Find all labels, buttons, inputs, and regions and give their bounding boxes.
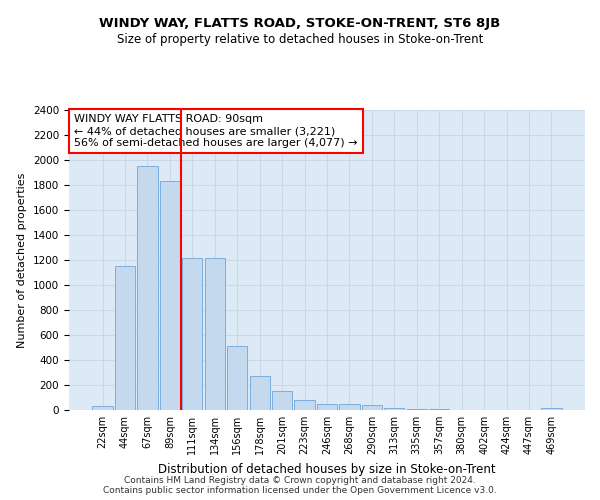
Text: WINDY WAY, FLATTS ROAD, STOKE-ON-TRENT, ST6 8JB: WINDY WAY, FLATTS ROAD, STOKE-ON-TRENT, … [100,18,500,30]
Text: WINDY WAY FLATTS ROAD: 90sqm
← 44% of detached houses are smaller (3,221)
56% of: WINDY WAY FLATTS ROAD: 90sqm ← 44% of de… [74,114,358,148]
Bar [340,404,359,410]
Bar [205,258,225,410]
Bar [407,409,427,410]
Bar [227,346,247,410]
Text: Contains HM Land Registry data © Crown copyright and database right 2024.
Contai: Contains HM Land Registry data © Crown c… [103,476,497,495]
Y-axis label: Number of detached properties: Number of detached properties [17,172,28,348]
Bar [384,408,404,410]
Text: Size of property relative to detached houses in Stoke-on-Trent: Size of property relative to detached ho… [117,32,483,46]
Bar [160,181,180,410]
Bar [362,405,382,410]
Bar [541,408,562,410]
X-axis label: Distribution of detached houses by size in Stoke-on-Trent: Distribution of detached houses by size … [158,462,496,475]
Bar [115,266,135,410]
Bar [182,258,202,410]
Bar [250,376,270,410]
Bar [137,166,158,410]
Bar [92,406,113,410]
Bar [272,391,292,410]
Bar [317,404,337,410]
Bar [295,400,314,410]
